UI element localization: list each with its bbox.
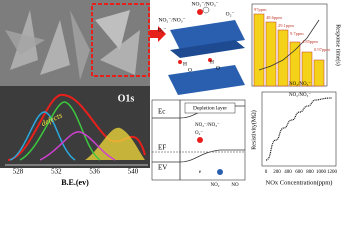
oxygen-label: O₂⁻: [226, 11, 235, 17]
band-diagram: [151, 99, 246, 181]
atom-label: O: [188, 67, 192, 73]
response-chart: [251, 3, 328, 87]
oxygen-label: O₂⁻: [158, 27, 167, 33]
band-label: e: [199, 170, 202, 175]
x-axis-label: NOx Concentration(ppm): [266, 179, 333, 186]
x-tick-label: 1000: [316, 170, 327, 175]
x-tick-label: 1200: [327, 170, 338, 175]
inset-label: NO₂/NO₃⁻: [289, 82, 311, 87]
inset-label: NO₂/NO₃⁻: [289, 93, 311, 98]
band-label: NO₂⁻/NO₃⁻: [195, 123, 220, 128]
x-tick-label: 400: [284, 170, 292, 175]
band-label: EF: [158, 144, 166, 152]
bar-label: 29.1ppm: [278, 23, 294, 28]
band-label: O₂⁻: [195, 131, 203, 136]
y-axis-label: Resistivity(MΩ): [250, 110, 257, 149]
atom-label: H: [183, 61, 187, 67]
xps-plot: [0, 86, 150, 168]
band-label: NO: [231, 183, 239, 188]
band-label: EV: [158, 164, 167, 172]
figure: O1s defects B.E.(ev) 528 532 536 540 NO₂⁻/N…: [0, 0, 342, 189]
atom-label: O: [216, 65, 220, 71]
x-tick-label: 528: [13, 168, 24, 176]
bar-label: 4.85ppm: [302, 39, 318, 44]
atom-label: H: [210, 59, 214, 65]
sem-image: [0, 0, 166, 86]
gas-label: NO₂⁻/NO₃⁻: [158, 17, 185, 23]
peak-label: O1s: [118, 93, 135, 104]
bar-label: 48.6ppm: [266, 15, 282, 20]
x-tick-label: 600: [295, 170, 303, 175]
x-tick-label: 536: [89, 168, 100, 176]
gas-label: NO₂⁻/NO₃⁻: [191, 1, 218, 7]
x-tick-label: 532: [51, 168, 62, 176]
bar-label: 97ppm: [254, 7, 267, 12]
layered-structure: [168, 6, 245, 95]
band-label: Ec: [158, 108, 165, 116]
x-tick-label: 540: [128, 168, 139, 176]
bar-label: 0.97ppm: [314, 47, 330, 52]
x-tick-label: 0: [265, 170, 268, 175]
x-tick-label: 200: [273, 170, 281, 175]
x-axis-label: B.E.(ev): [61, 178, 89, 187]
bar-label: 9.7ppm: [290, 31, 304, 36]
y-axis-label: Response time(s): [335, 24, 342, 66]
band-label: Depletion layer: [193, 105, 227, 111]
x-tick-label: 800: [306, 170, 314, 175]
band-label: NO₂: [211, 183, 220, 188]
resistivity-chart: [261, 91, 337, 167]
